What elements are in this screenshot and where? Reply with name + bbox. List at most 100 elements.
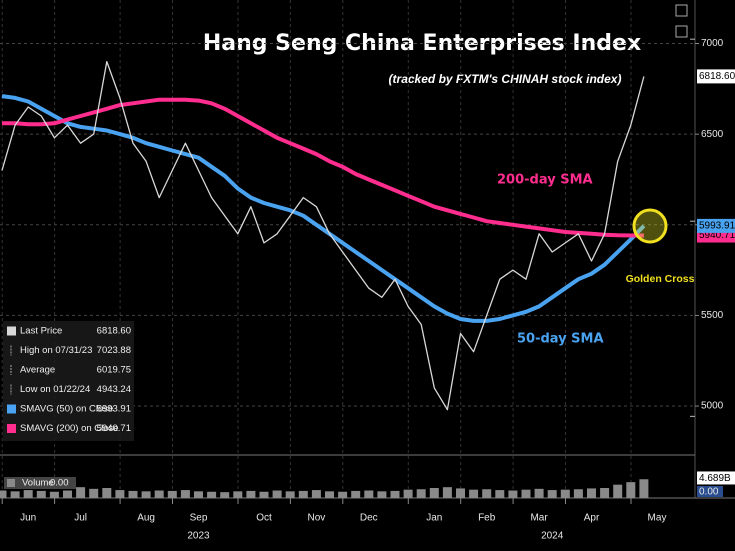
volume-zero-label: 0.00 [699, 487, 719, 498]
volume-bar [442, 487, 452, 498]
volume-bar [246, 490, 256, 498]
value-tag [697, 69, 735, 84]
volume-bar [560, 489, 570, 498]
sma-line [1, 94, 646, 323]
volume-bar [220, 492, 230, 498]
volume-bar [325, 491, 334, 498]
volume-bar [102, 488, 112, 498]
volume-bar [534, 488, 544, 498]
volume-bar [23, 490, 33, 498]
volume-bar [377, 491, 387, 498]
value-tag-label: 5940.71 [699, 230, 735, 241]
legend-swatch [7, 326, 16, 336]
volume-bar [298, 490, 308, 498]
volume-bar [76, 487, 86, 498]
volume-bar [311, 490, 321, 498]
x-tick-label: Feb [478, 513, 496, 524]
volume-bar [351, 490, 361, 498]
annotation: 200-day SMA [497, 173, 593, 188]
volume-bar [600, 488, 610, 498]
year-label: 2024 [541, 531, 564, 542]
window-icon[interactable] [675, 4, 688, 17]
golden-cross-marker [632, 208, 668, 244]
sma-line [2, 97, 644, 238]
volume-bar [573, 489, 583, 498]
legend-label: High on 07/31/23 [20, 345, 92, 356]
legend-label: Average [20, 365, 55, 376]
volume-bar [36, 490, 46, 498]
legend-value: 5940.71 [97, 423, 131, 434]
volume-legend: Volume [22, 478, 54, 489]
x-tick-label: May [648, 513, 667, 524]
x-tick-label: Aug [137, 513, 155, 524]
annotation: 50-day SMA [517, 332, 604, 347]
volume-bar [167, 490, 177, 498]
volume-bar [521, 489, 531, 498]
legend-value: 5993.91 [97, 404, 131, 415]
annotation: Golden Cross [626, 273, 695, 285]
x-tick-label: Apr [584, 513, 600, 524]
x-tick-label: Nov [308, 513, 326, 524]
y-tick-label: 5500 [701, 310, 724, 321]
volume-bar [89, 488, 99, 498]
volume-bar [207, 491, 217, 498]
x-tick-label: Sep [190, 513, 208, 524]
value-tag [697, 218, 735, 233]
legend-value: 6019.75 [97, 365, 131, 376]
volume-bar [10, 491, 20, 498]
volume-bar [233, 491, 243, 498]
x-tick-label: Jun [20, 513, 36, 524]
volume-zero-tag [697, 486, 723, 497]
legend-value: 7023.88 [97, 345, 131, 356]
x-tick-label: Oct [256, 513, 272, 524]
volume-legend-value: 0.00 [50, 478, 69, 489]
value-tag-label: 6818.60 [699, 71, 735, 82]
x-tick-label: Jan [426, 513, 442, 524]
volume-bar [482, 489, 492, 498]
legend-label: SMAVG (50) on Close [20, 404, 113, 415]
legend-swatch [7, 404, 16, 414]
volume-bar [272, 490, 282, 498]
volume-bar [128, 490, 138, 498]
chart-subtitle: (tracked by FXTM's CHINAH stock index) [389, 72, 622, 86]
legend-value: 4943.24 [97, 384, 131, 395]
legend-box [3, 321, 134, 441]
x-tick-label: Dec [360, 513, 378, 524]
y-tick-label: 7000 [701, 38, 724, 49]
volume-bar [495, 490, 505, 498]
volume-bar [285, 491, 295, 498]
volume-bar [587, 488, 596, 498]
y-tick-label: 6500 [701, 129, 724, 140]
volume-bar [626, 482, 636, 498]
legend-value: 6818.60 [97, 326, 131, 337]
legend-label: SMAVG (200) on Close [20, 423, 119, 434]
volume-bar [141, 491, 151, 498]
volume-bar [508, 490, 518, 498]
volume-bar [390, 490, 400, 498]
volume-bar [639, 479, 649, 498]
value-tag-label: 5993.91 [699, 221, 735, 232]
volume-bar [403, 489, 413, 498]
y-tick-label: 5000 [701, 401, 724, 412]
legend-swatch [7, 424, 16, 433]
volume-bar [180, 490, 190, 498]
volume-bar [469, 489, 479, 498]
legend-label: Last Price [20, 326, 62, 337]
volume-bar [416, 489, 426, 498]
volume-bar [0, 490, 7, 498]
volume-bar [115, 490, 125, 498]
window-icon[interactable] [675, 25, 688, 38]
year-label: 2023 [187, 531, 210, 542]
volume-legend-box [4, 477, 76, 489]
volume-bar [194, 491, 203, 498]
volume-tag-label: 4.689B [699, 473, 731, 484]
x-tick-label: Jul [74, 513, 87, 524]
volume-bar [613, 484, 623, 498]
volume-bar [259, 491, 269, 498]
volume-legend-swatch [7, 479, 15, 487]
volume-bar [364, 490, 374, 498]
volume-bar [547, 490, 557, 498]
price-line [1, 60, 645, 411]
